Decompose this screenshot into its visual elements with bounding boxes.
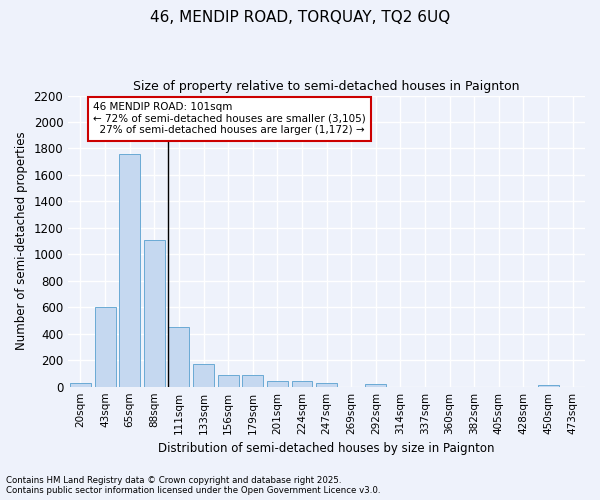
Bar bbox=[267, 381, 288, 386]
X-axis label: Distribution of semi-detached houses by size in Paignton: Distribution of semi-detached houses by … bbox=[158, 442, 495, 455]
Bar bbox=[193, 364, 214, 386]
Bar bbox=[218, 375, 239, 386]
Bar bbox=[169, 327, 190, 386]
Bar bbox=[292, 382, 313, 386]
Text: 46 MENDIP ROAD: 101sqm
← 72% of semi-detached houses are smaller (3,105)
  27% o: 46 MENDIP ROAD: 101sqm ← 72% of semi-det… bbox=[93, 102, 365, 136]
Bar bbox=[365, 384, 386, 386]
Bar bbox=[119, 154, 140, 386]
Bar bbox=[242, 375, 263, 386]
Text: Contains HM Land Registry data © Crown copyright and database right 2025.
Contai: Contains HM Land Registry data © Crown c… bbox=[6, 476, 380, 495]
Bar bbox=[95, 306, 116, 386]
Bar bbox=[144, 240, 165, 386]
Bar bbox=[316, 384, 337, 386]
Y-axis label: Number of semi-detached properties: Number of semi-detached properties bbox=[15, 132, 28, 350]
Title: Size of property relative to semi-detached houses in Paignton: Size of property relative to semi-detach… bbox=[133, 80, 520, 93]
Bar bbox=[70, 382, 91, 386]
Text: 46, MENDIP ROAD, TORQUAY, TQ2 6UQ: 46, MENDIP ROAD, TORQUAY, TQ2 6UQ bbox=[150, 10, 450, 25]
